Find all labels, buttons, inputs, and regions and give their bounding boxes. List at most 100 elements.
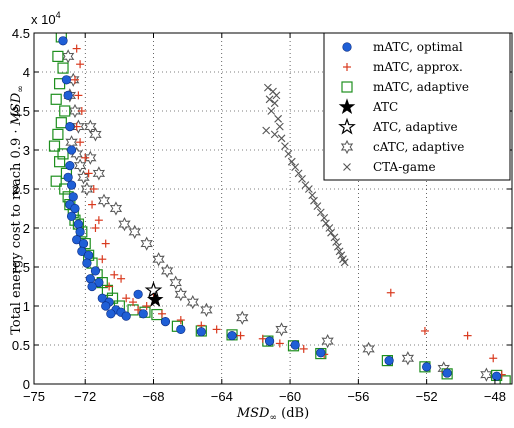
data-point <box>442 368 452 378</box>
data-point <box>52 128 64 140</box>
data-point <box>72 44 81 53</box>
data-point <box>299 344 308 353</box>
data-point <box>66 145 77 155</box>
data-point <box>263 83 272 92</box>
data-point <box>66 211 77 221</box>
data-point <box>50 93 62 105</box>
data-point <box>94 278 104 288</box>
data-point <box>320 213 329 222</box>
data-point <box>152 252 165 267</box>
y-exponent-power: 4 <box>56 10 61 20</box>
data-point <box>267 107 276 115</box>
data-point <box>321 333 334 349</box>
data-point <box>68 192 78 202</box>
data-point <box>117 274 126 283</box>
legend-entry: mATC, approx. <box>343 60 463 74</box>
x-axis-label: MSD∞ (dB) <box>236 406 309 423</box>
data-point <box>101 239 110 248</box>
y-tick-label: 2 <box>23 221 30 236</box>
data-point <box>308 191 317 200</box>
data-point <box>186 294 199 310</box>
data-point <box>80 181 94 197</box>
legend-label: ATC <box>372 100 398 114</box>
data-point <box>236 310 249 325</box>
x-tick-label: −68 <box>142 389 164 404</box>
x-tick-label: −56 <box>347 389 369 404</box>
data-point <box>275 322 288 337</box>
y-exponent-label: x 104 <box>31 10 61 27</box>
y-tick-label: 3.5 <box>12 104 30 119</box>
data-point <box>313 202 322 211</box>
y-tick-label: 0 <box>23 377 30 392</box>
x-tick-label: −52 <box>416 389 438 404</box>
grid-lines <box>34 33 512 384</box>
data-point <box>73 158 87 173</box>
data-point <box>82 258 92 268</box>
data-point <box>200 302 213 318</box>
data-point <box>59 105 71 117</box>
y-tick-label: 1.5 <box>12 260 30 275</box>
data-point <box>160 263 174 279</box>
data-point <box>146 291 164 307</box>
series-plus <box>70 44 506 379</box>
data-point <box>54 156 66 168</box>
data-point <box>76 138 85 147</box>
y-tick-label: 2.5 <box>12 182 30 197</box>
data-point <box>57 148 69 160</box>
data-point <box>84 119 97 134</box>
data-point <box>84 169 93 178</box>
data-point <box>275 122 284 131</box>
data-point <box>492 371 502 381</box>
data-point <box>227 331 237 341</box>
data-point <box>158 309 167 318</box>
data-point <box>97 293 107 303</box>
data-point <box>66 180 77 190</box>
data-point <box>63 172 73 182</box>
legend-label: mATC, optimal <box>373 40 463 54</box>
data-point <box>129 298 138 307</box>
data-point <box>57 62 69 74</box>
data-point <box>118 216 131 232</box>
legend-entry: mATC, optimal <box>342 40 463 54</box>
legend-marker <box>341 81 353 93</box>
data-point <box>386 288 395 297</box>
data-point <box>81 153 90 162</box>
data-point <box>281 142 289 150</box>
legend-label: CTA-game <box>373 160 436 174</box>
series-star-filled <box>146 291 164 307</box>
x-axis-ticks: −75 −72 −68 −64 −60 −56 −52 −48 <box>23 33 506 404</box>
legend-label: ATC, adaptive <box>372 120 458 134</box>
data-point <box>63 88 77 103</box>
data-point <box>74 91 83 100</box>
data-point <box>362 341 375 357</box>
data-point <box>332 238 341 246</box>
data-point <box>61 75 72 85</box>
x-tick-label: −48 <box>484 389 506 404</box>
y-tick-label: 4.5 <box>12 26 30 41</box>
data-point <box>310 196 318 205</box>
legend-entry: ATC, adaptive <box>338 117 458 135</box>
data-point <box>76 60 85 69</box>
y-tick-label: 3 <box>23 143 30 158</box>
data-point <box>70 75 79 84</box>
data-marks <box>48 33 511 384</box>
data-point <box>128 224 141 240</box>
data-point <box>109 201 123 216</box>
data-point <box>327 228 335 237</box>
data-point <box>65 161 75 171</box>
data-point <box>140 236 153 251</box>
data-point <box>94 216 103 225</box>
data-point <box>72 235 82 245</box>
data-point <box>322 219 330 228</box>
data-point <box>340 258 349 267</box>
series-star-open <box>144 281 163 298</box>
data-point <box>270 99 279 108</box>
data-point <box>160 317 171 327</box>
data-point <box>333 242 342 251</box>
data-point <box>291 163 300 172</box>
data-point <box>316 208 325 217</box>
data-point <box>73 219 83 229</box>
data-point <box>384 356 394 366</box>
legend-entry: ATC <box>338 98 398 115</box>
